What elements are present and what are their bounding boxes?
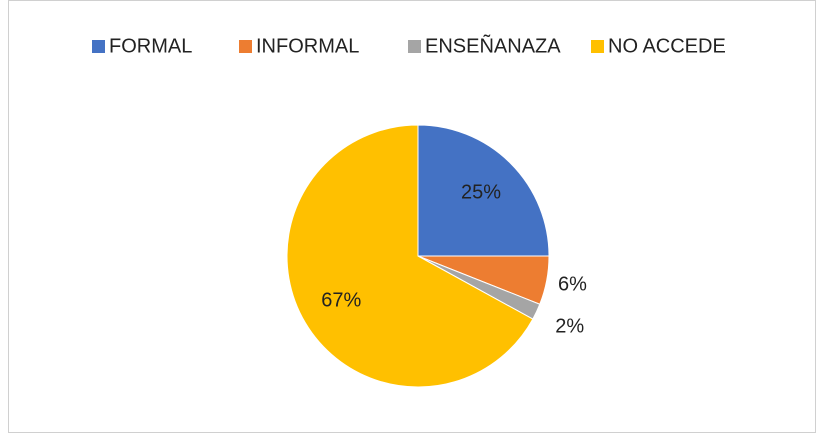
legend-swatch	[239, 40, 252, 53]
data-label: 2%	[555, 316, 584, 338]
pie-slice	[286, 124, 534, 388]
legend-label: NO ACCEDE	[608, 35, 726, 57]
pie-slice	[417, 124, 550, 257]
legend-swatch	[92, 40, 105, 53]
data-label: 25%	[461, 181, 501, 203]
legend-label: ENSEÑANAZA	[425, 33, 561, 57]
data-label: 6%	[558, 274, 587, 296]
data-label: 67%	[321, 290, 361, 312]
legend-label: INFORMAL	[256, 35, 359, 57]
legend-swatch	[591, 40, 604, 53]
legend-label: FORMAL	[109, 35, 192, 57]
legend-swatch	[408, 40, 421, 53]
